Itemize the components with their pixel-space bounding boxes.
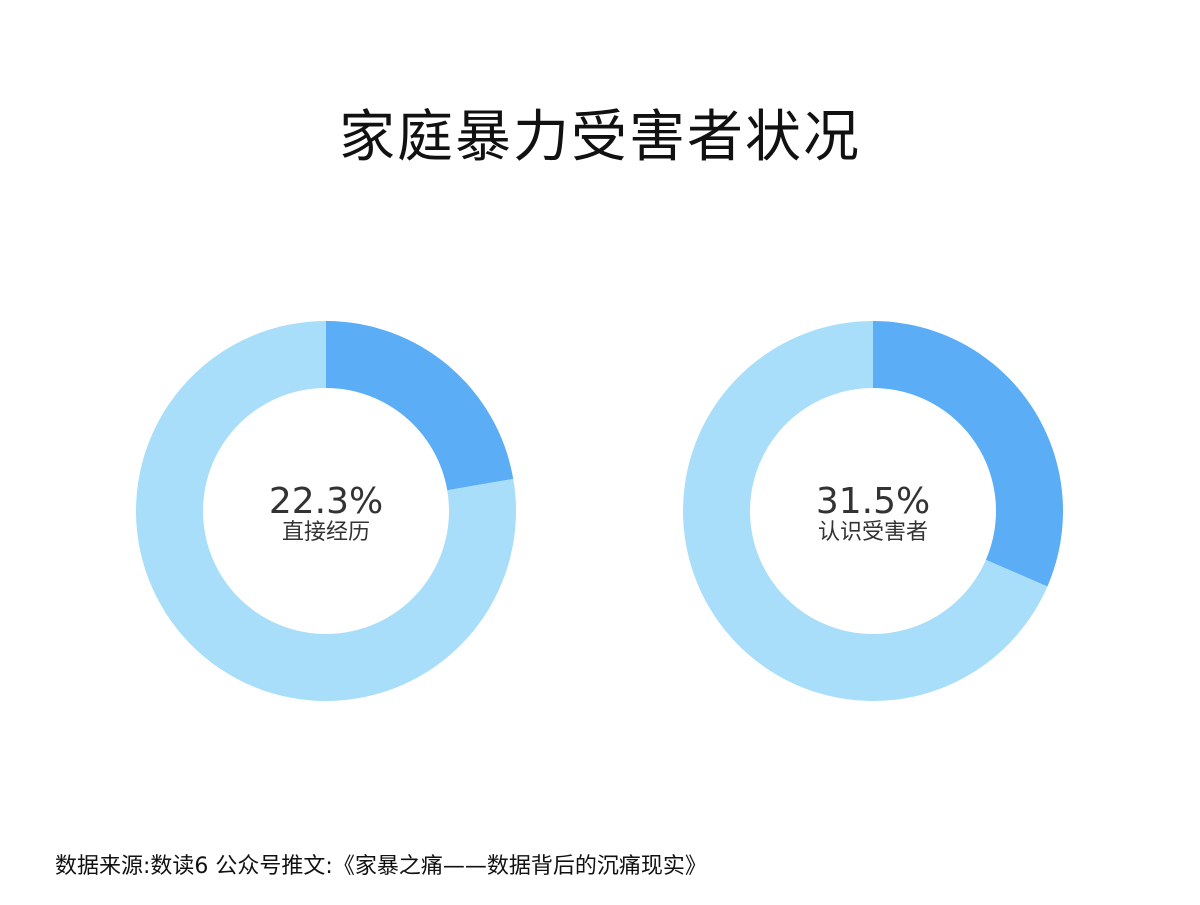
source-note: 数据来源:数读6 公众号推文:《家暴之痛——数据背后的沉痛现实》 [55, 854, 707, 879]
donut-2-slice-1 [873, 321, 1064, 587]
donut-1-slice-1 [326, 321, 514, 491]
donut-1-slice-2 [136, 321, 516, 701]
chart-title: 家庭暴力受害者状况 [339, 105, 861, 170]
donut-1-label: 直接经历 [282, 520, 370, 545]
donut-2-label: 认识受害者 [818, 520, 928, 545]
donut-1-value: 22.3% [269, 481, 383, 522]
donut-2-slice-2 [683, 321, 1048, 701]
donut-2-value: 31.5% [816, 481, 930, 522]
